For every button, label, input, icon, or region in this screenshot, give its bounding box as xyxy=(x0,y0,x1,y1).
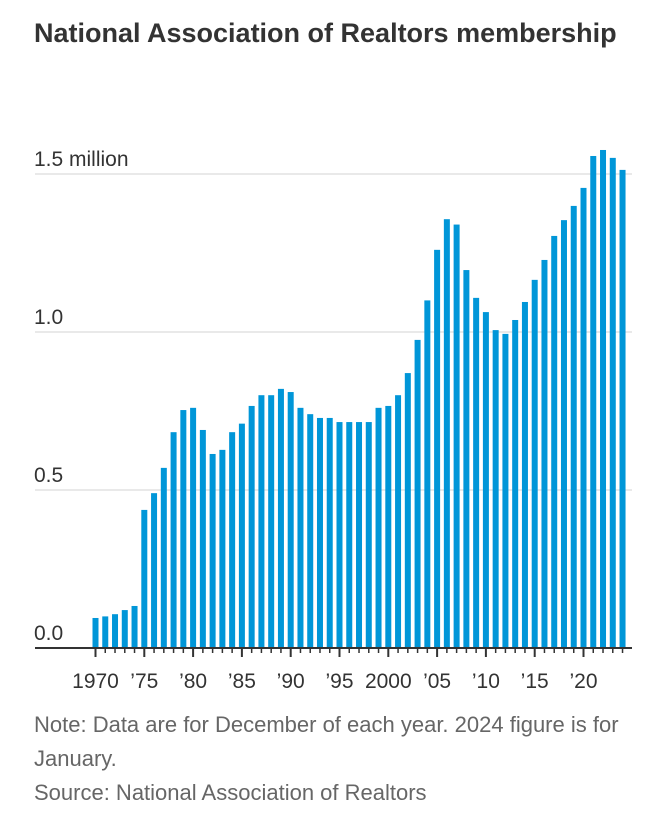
bar xyxy=(502,333,509,648)
bar xyxy=(297,407,304,648)
chart-title: National Association of Realtors members… xyxy=(34,18,617,48)
bar xyxy=(180,410,187,648)
bar xyxy=(375,407,382,648)
bar xyxy=(209,453,216,648)
bar xyxy=(219,449,226,648)
x-tick-label: ’75 xyxy=(130,670,158,693)
bar xyxy=(609,157,616,648)
bar xyxy=(551,235,558,648)
bar xyxy=(160,467,167,648)
bar xyxy=(531,279,538,648)
y-tick-label: 0.5 xyxy=(34,464,63,487)
bar xyxy=(112,614,119,648)
bar xyxy=(395,395,402,648)
bar xyxy=(316,417,323,648)
y-tick-label: 1.5 million xyxy=(34,148,129,171)
x-tick-label: ’05 xyxy=(423,670,451,693)
y-tick-label: 1.0 xyxy=(34,306,63,329)
y-tick-label: 0.0 xyxy=(34,622,63,645)
bar xyxy=(121,610,128,648)
bar xyxy=(190,407,197,648)
x-tick-label: ’80 xyxy=(179,670,207,693)
bar xyxy=(199,429,206,648)
bar xyxy=(570,205,577,648)
bar xyxy=(356,422,363,648)
note-text: Note: Data are for December of each year… xyxy=(34,712,619,771)
bar xyxy=(463,270,470,648)
bar xyxy=(492,330,499,648)
x-tick-label: 1970 xyxy=(72,670,119,693)
bar xyxy=(512,319,519,648)
bar xyxy=(141,509,148,648)
bar xyxy=(453,224,460,648)
bar xyxy=(229,432,236,648)
bar xyxy=(151,493,158,648)
bar xyxy=(336,422,343,648)
bar xyxy=(131,605,138,648)
bar xyxy=(248,405,255,648)
bar xyxy=(238,423,245,648)
bar xyxy=(385,405,392,648)
bar xyxy=(600,149,607,648)
bar xyxy=(590,155,597,648)
bar xyxy=(521,301,528,648)
bar xyxy=(326,417,333,648)
x-tick-label: ’95 xyxy=(325,670,353,693)
x-tick-label: ’10 xyxy=(472,670,500,693)
bar xyxy=(580,187,587,649)
bar xyxy=(277,388,284,648)
bar xyxy=(346,422,353,648)
bar xyxy=(473,297,480,648)
bar xyxy=(443,219,450,649)
chart-notes: Note: Data are for December of each year… xyxy=(34,708,634,810)
bar xyxy=(619,169,626,648)
bar xyxy=(258,395,265,648)
bar xyxy=(268,395,275,648)
x-tick-label: ’85 xyxy=(228,670,256,693)
bar xyxy=(102,616,109,648)
bar xyxy=(424,300,431,648)
bar xyxy=(287,392,294,648)
bar xyxy=(560,220,567,649)
source-text: Source: National Association of Realtors xyxy=(34,780,427,805)
x-tick-label: 2000 xyxy=(365,670,412,693)
bar xyxy=(414,339,421,648)
bar xyxy=(307,414,314,648)
bar xyxy=(541,259,548,648)
x-tick-label: ’15 xyxy=(521,670,549,693)
bar xyxy=(92,617,99,648)
x-tick-label: ’20 xyxy=(569,670,597,693)
bar xyxy=(434,249,441,648)
bar xyxy=(482,312,489,648)
bar xyxy=(365,422,372,648)
bar xyxy=(404,373,411,648)
bar xyxy=(170,432,177,648)
x-tick-label: ’90 xyxy=(277,670,305,693)
